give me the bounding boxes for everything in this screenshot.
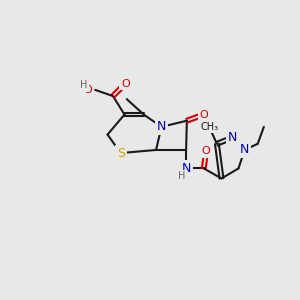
Text: N: N [182,162,191,175]
Text: O: O [202,146,211,157]
Text: H: H [80,80,88,90]
Text: H: H [178,171,185,181]
Text: O: O [83,85,92,95]
Text: O: O [200,110,208,119]
Text: N: N [228,131,237,144]
Text: N: N [240,143,249,157]
Text: S: S [117,146,124,160]
Text: CH₃: CH₃ [200,122,218,132]
Text: O: O [121,79,130,89]
Text: N: N [157,120,166,134]
